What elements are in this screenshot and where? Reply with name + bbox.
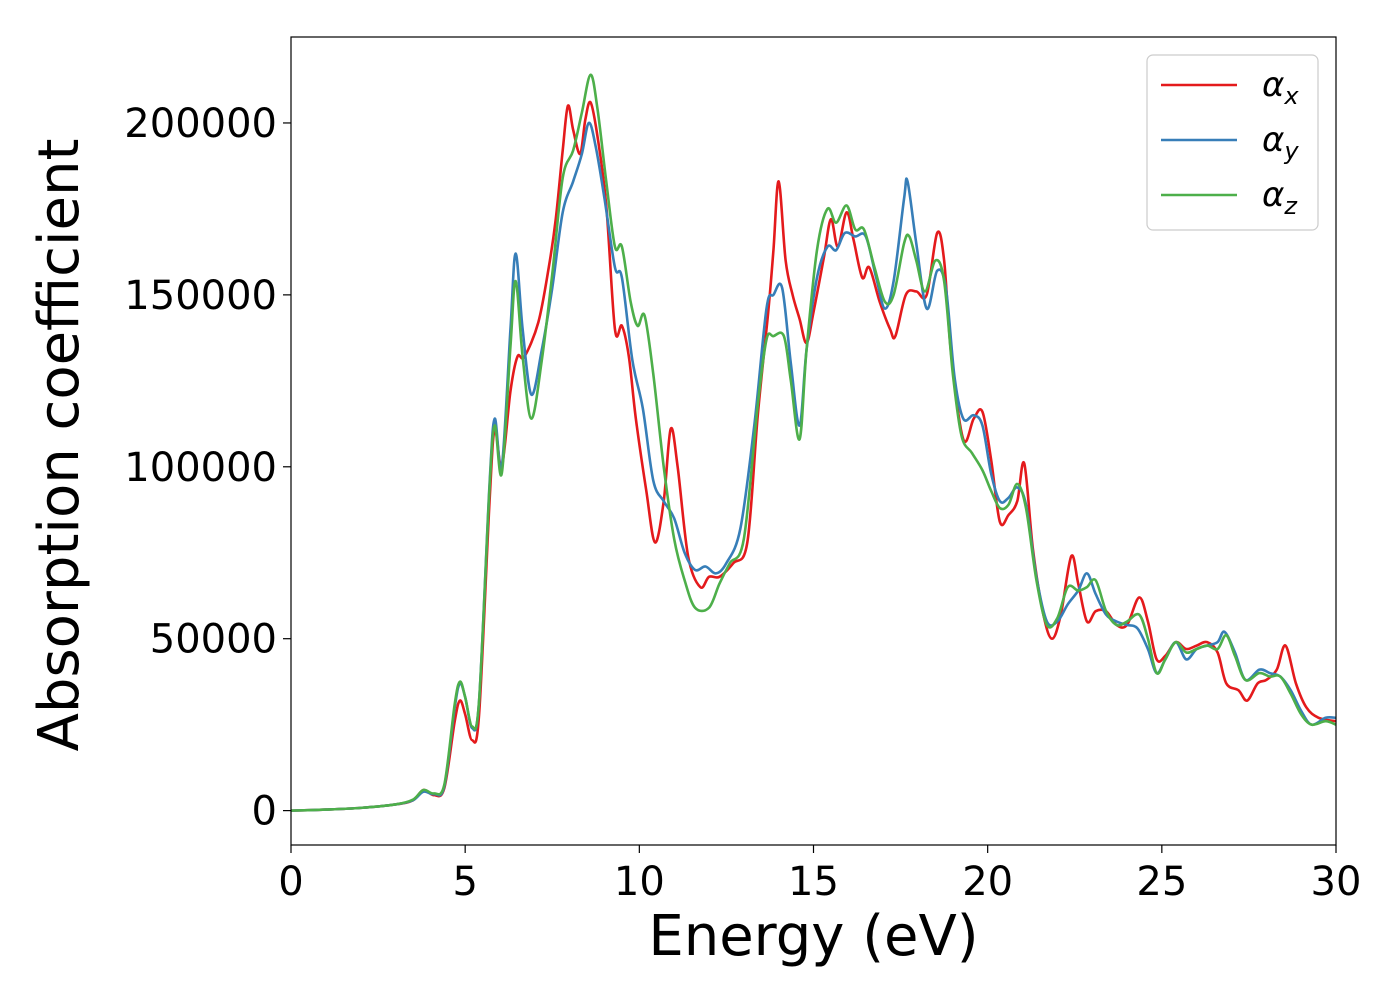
series-layer: [291, 73, 1336, 812]
x-axis-title: Energy (eV): [648, 904, 978, 969]
legend-subscript-y: y: [1283, 137, 1299, 165]
x-tick-label: 0: [278, 859, 303, 905]
legend-label-x: αx: [1262, 65, 1299, 110]
legend-subscript-x: x: [1283, 82, 1299, 110]
y-tick-label: 100000: [124, 445, 277, 491]
x-tick-label: 10: [614, 859, 665, 905]
series-line-z: [291, 73, 1336, 812]
legend-box: [1146, 54, 1319, 231]
legend-label-y: αy: [1262, 120, 1299, 165]
x-tick-label: 30: [1311, 859, 1362, 905]
legend-subscript-z: z: [1283, 192, 1298, 220]
y-axis: 0 50000 100000 150000 200000: [124, 101, 291, 835]
x-tick-label: 20: [962, 859, 1013, 905]
y-tick-label: 0: [252, 789, 277, 835]
x-tick-label: 5: [452, 859, 477, 905]
x-tick-label: 25: [1136, 859, 1187, 905]
x-axis: 0 5 10 15 20 25 30: [278, 845, 1361, 905]
y-axis-title: Absorption coefficient: [27, 139, 92, 752]
y-tick-label: 200000: [124, 101, 277, 147]
y-tick-label: 50000: [150, 617, 277, 663]
x-tick-label: 15: [788, 859, 839, 905]
series-line-x: [291, 100, 1336, 812]
y-tick-label: 150000: [124, 273, 277, 319]
